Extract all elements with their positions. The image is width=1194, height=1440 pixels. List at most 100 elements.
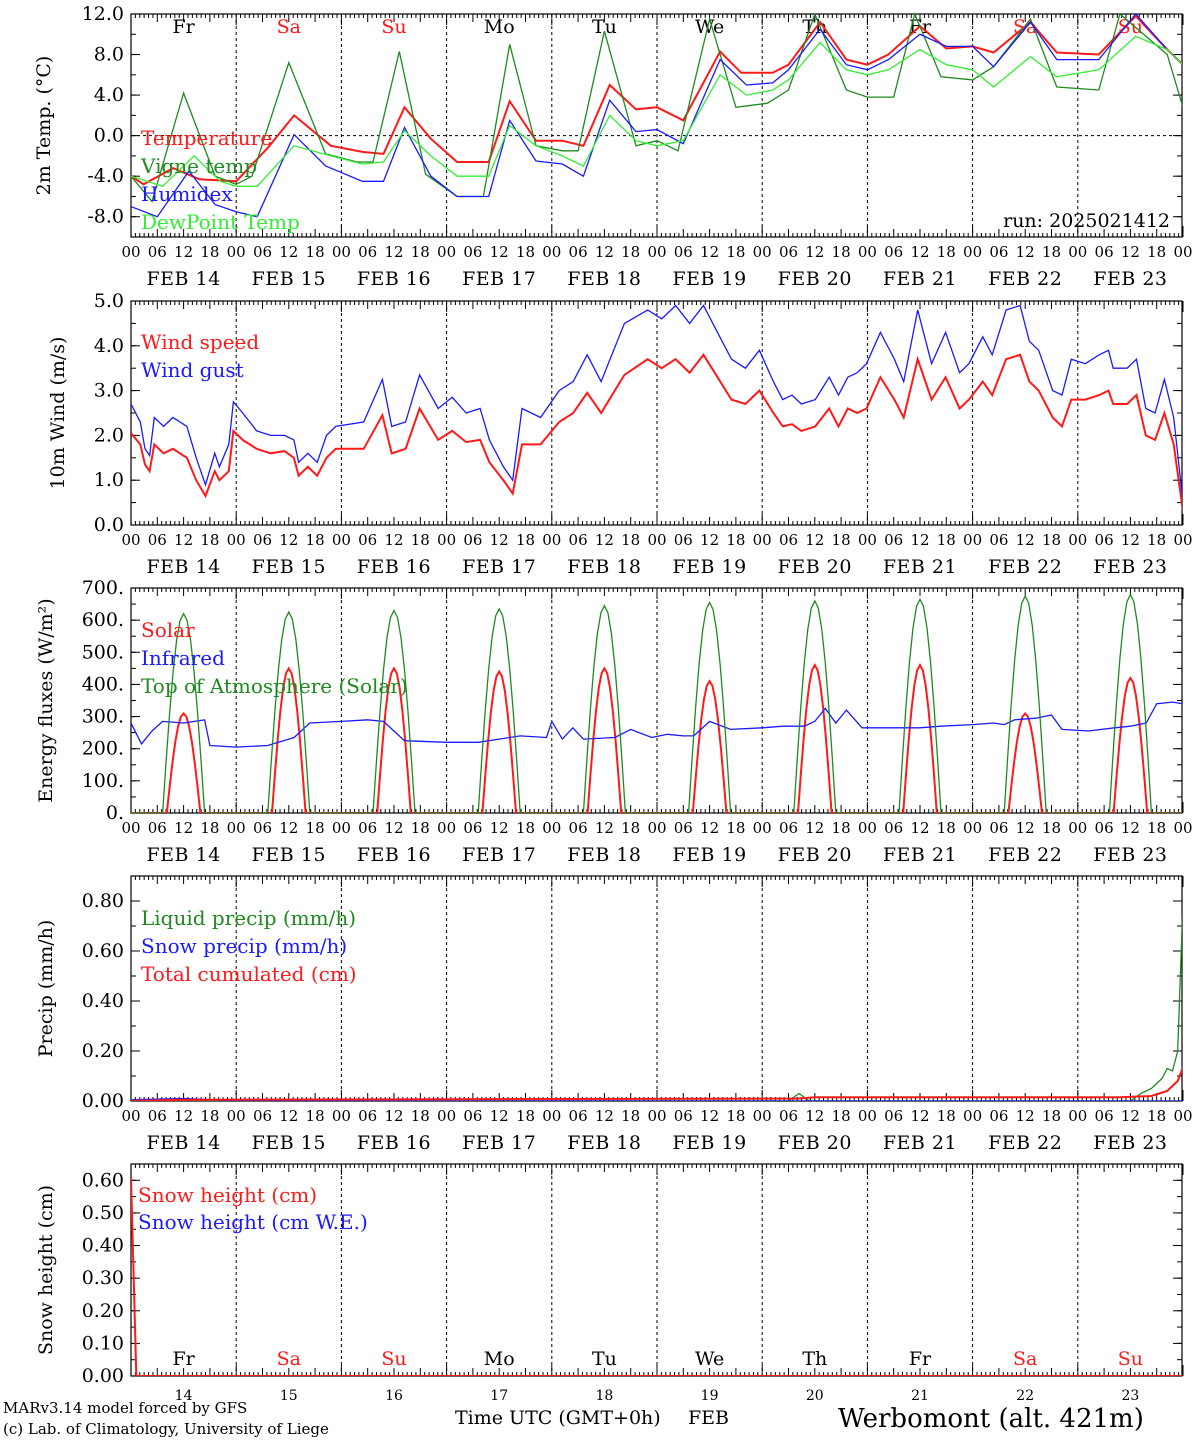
time-axis-label: Time UTC (GMT+0h): [455, 1407, 661, 1429]
y-tick-label: 0.: [106, 802, 124, 824]
hour-label: 06: [779, 243, 798, 261]
hour-label: 18: [832, 819, 851, 837]
hour-label: 18: [937, 1107, 956, 1125]
hour-label: 00: [227, 1107, 246, 1125]
date-label: FEB 19: [672, 268, 746, 290]
hour-label: 00: [753, 1107, 772, 1125]
weekday-label: Mo: [484, 16, 515, 38]
hour-label: 06: [358, 243, 377, 261]
date-label: FEB 17: [462, 844, 536, 866]
y-tick-label: 0.20: [82, 1040, 124, 1062]
legend-entry: Infrared: [141, 646, 225, 670]
y-tick-label: 0.60: [82, 940, 124, 962]
hour-label: 06: [569, 819, 588, 837]
hour-label: 12: [1121, 243, 1140, 261]
weekday-label: Th: [802, 1348, 827, 1370]
hour-label: 00: [1173, 819, 1192, 837]
hour-label: 18: [937, 531, 956, 549]
date-label: FEB 20: [778, 1132, 852, 1154]
hour-label: 06: [989, 1107, 1008, 1125]
date-label: FEB 23: [1093, 844, 1167, 866]
hour-label: 12: [805, 243, 824, 261]
date-label: FEB 21: [883, 268, 957, 290]
hour-label: 00: [332, 531, 351, 549]
hour-label: 00: [963, 1107, 982, 1125]
month-label: FEB: [688, 1407, 729, 1429]
y-axis-label: Snow height (cm): [35, 1185, 57, 1355]
date-label: FEB 21: [883, 844, 957, 866]
hour-label: 00: [121, 1107, 140, 1125]
hour-label: 18: [726, 531, 745, 549]
hour-label: 18: [621, 531, 640, 549]
series-line-3: [131, 592, 1182, 813]
series-group: [131, 304, 1182, 512]
lab-credit: (c) Lab. of Climatology, University of L…: [3, 1420, 329, 1438]
weekday-label: Fr: [909, 1348, 932, 1370]
station-label: Werbomont (alt. 421m): [838, 1404, 1144, 1434]
hour-label: 18: [516, 1107, 535, 1125]
hour-label: 06: [989, 243, 1008, 261]
hour-label: 12: [910, 1107, 929, 1125]
date-label: FEB 22: [988, 268, 1062, 290]
hour-label: 06: [569, 243, 588, 261]
hour-label: 06: [1095, 531, 1114, 549]
hour-label: 12: [700, 1107, 719, 1125]
weekday-label: Mo: [484, 1348, 515, 1370]
y-tick-label: 500.: [82, 641, 124, 663]
weekday-label: Sa: [277, 16, 301, 38]
legend-entry: Total cumulated (cm): [141, 962, 357, 986]
y-tick-label: 4.0: [94, 335, 124, 357]
hour-label: 06: [674, 819, 693, 837]
hour-label: 06: [463, 531, 482, 549]
day-number: 19: [701, 1388, 719, 1404]
weekday-label: We: [695, 16, 724, 38]
hour-label: 12: [805, 1107, 824, 1125]
hour-label: 06: [253, 531, 272, 549]
series-line-1: [131, 1176, 1182, 1376]
date-label: FEB 23: [1093, 556, 1167, 578]
date-label: FEB 16: [357, 556, 431, 578]
day-number: 22: [1016, 1388, 1034, 1404]
series-line-1: [131, 910, 1182, 1101]
y-tick-label: 0.0: [94, 125, 124, 147]
day-number: 23: [1121, 1388, 1139, 1404]
hour-label: 18: [832, 1107, 851, 1125]
y-tick-label: 0.00: [82, 1090, 124, 1112]
hour-label: 18: [1042, 243, 1061, 261]
date-label: FEB 20: [778, 556, 852, 578]
hour-label: 06: [1095, 819, 1114, 837]
date-label: FEB 23: [1093, 268, 1167, 290]
legend-entry: DewPoint Temp: [141, 210, 300, 234]
day-number: 18: [595, 1388, 613, 1404]
hour-label: 12: [700, 531, 719, 549]
y-tick-label: 0.30: [82, 1267, 124, 1289]
hour-label: 12: [490, 243, 509, 261]
hour-label: 00: [542, 243, 561, 261]
date-label: FEB 14: [146, 1132, 220, 1154]
hour-label: 06: [884, 1107, 903, 1125]
hour-label: 18: [1042, 819, 1061, 837]
hour-label: 12: [490, 1107, 509, 1125]
hour-label: 00: [1173, 243, 1192, 261]
hour-label: 06: [253, 819, 272, 837]
plot-frame: [130, 587, 1183, 814]
weekday-label: Fr: [172, 16, 195, 38]
hour-label: 18: [516, 819, 535, 837]
hour-label: 12: [1016, 531, 1035, 549]
legend-entry: Snow height (cm W.E.): [138, 1210, 368, 1234]
y-tick-label: 200.: [82, 738, 124, 760]
hour-label: 00: [121, 819, 140, 837]
date-label: FEB 18: [567, 844, 641, 866]
hour-label: 06: [779, 1107, 798, 1125]
hour-label: 00: [437, 243, 456, 261]
day-number: 21: [911, 1388, 929, 1404]
hour-label: 06: [148, 531, 167, 549]
hour-label: 06: [884, 819, 903, 837]
hour-label: 18: [411, 819, 430, 837]
hour-label: 18: [306, 531, 325, 549]
series-line-4: [131, 35, 1182, 188]
series-group: [131, 1176, 1182, 1376]
hour-label: 12: [384, 819, 403, 837]
y-tick-label: -4.0: [87, 165, 124, 187]
hour-label: 00: [963, 531, 982, 549]
